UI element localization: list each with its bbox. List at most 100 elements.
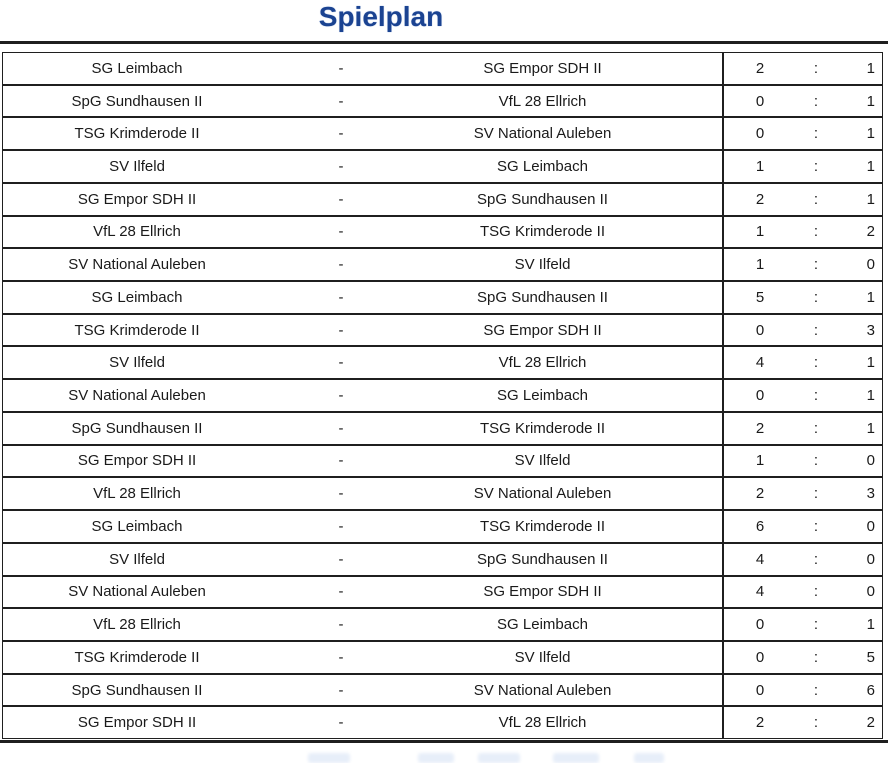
away-team: SV Ilfeld xyxy=(514,256,571,274)
home-team: TSG Krimderode II xyxy=(74,648,200,666)
score-colon: : xyxy=(813,550,819,568)
away-score: 1 xyxy=(866,125,875,143)
away-team: SG Leimbach xyxy=(497,158,588,176)
score-colon: : xyxy=(813,517,819,535)
home-score: 2 xyxy=(722,478,796,510)
score-colon: : xyxy=(813,616,819,634)
away-team: VfL 28 Ellrich xyxy=(498,354,587,372)
vs-dash: - xyxy=(338,59,344,77)
home-team: VfL 28 Ellrich xyxy=(93,616,181,634)
match-row: TSG Krimderode II - SG Empor SDH II 0 : … xyxy=(3,314,882,348)
home-score: 4 xyxy=(722,543,796,575)
spacer-cell xyxy=(674,118,722,149)
away-team: TSG Krimderode II xyxy=(479,517,606,535)
away-team: SG Empor SDH II xyxy=(483,583,602,601)
home-team: SV National Auleben xyxy=(68,583,206,601)
away-team: SV Ilfeld xyxy=(514,452,571,470)
vs-dash: - xyxy=(338,550,344,568)
away-score: 1 xyxy=(866,616,875,634)
spacer-cell xyxy=(674,478,722,509)
away-score: 3 xyxy=(866,321,875,339)
cutoff-text-fragment xyxy=(418,753,454,763)
home-score: 0 xyxy=(722,641,796,673)
cutoff-text-fragment xyxy=(478,753,520,763)
match-row: SG Empor SDH II - VfL 28 Ellrich 2 : 2 xyxy=(3,707,882,739)
vs-dash: - xyxy=(338,223,344,241)
home-score: 0 xyxy=(722,314,796,346)
spacer-cell xyxy=(674,707,722,738)
home-team: SpG Sundhausen II xyxy=(71,92,203,110)
score-colon: : xyxy=(813,321,819,339)
match-row: SpG Sundhausen II - TSG Krimderode II 2 … xyxy=(3,412,882,446)
match-row: SpG Sundhausen II - SV National Auleben … xyxy=(3,674,882,708)
spacer-cell xyxy=(674,347,722,378)
vs-dash: - xyxy=(338,321,344,339)
home-team: TSG Krimderode II xyxy=(74,321,200,339)
home-score: 2 xyxy=(722,53,796,84)
score-colon: : xyxy=(813,288,819,306)
vs-dash: - xyxy=(338,452,344,470)
match-row: SV Ilfeld - SG Leimbach 1 : 1 xyxy=(3,151,882,184)
away-team: SV National Auleben xyxy=(473,125,612,143)
spacer-cell xyxy=(674,577,722,608)
home-score: 1 xyxy=(722,151,796,182)
away-team: SG Empor SDH II xyxy=(483,321,602,339)
home-team: SG Leimbach xyxy=(91,517,183,535)
spacer-cell xyxy=(674,86,722,117)
top-rule-divider xyxy=(0,41,888,44)
spacer-cell xyxy=(674,282,722,313)
score-colon: : xyxy=(813,256,819,274)
score-colon: : xyxy=(813,354,819,372)
vs-dash: - xyxy=(338,648,344,666)
spacer-cell xyxy=(674,151,722,182)
away-score: 1 xyxy=(866,419,875,437)
home-score: 1 xyxy=(722,249,796,281)
home-score: 1 xyxy=(722,216,796,248)
home-team: SG Leimbach xyxy=(91,288,183,306)
spacer-cell xyxy=(674,511,722,542)
match-row: SG Empor SDH II - SV Ilfeld 1 : 0 xyxy=(3,445,882,479)
away-team: SV National Auleben xyxy=(473,681,612,699)
home-team: SV Ilfeld xyxy=(109,354,165,372)
score-colon: : xyxy=(813,387,819,405)
vs-dash: - xyxy=(338,419,344,437)
home-team: VfL 28 Ellrich xyxy=(93,485,181,503)
away-team: SG Leimbach xyxy=(497,387,588,405)
score-colon: : xyxy=(813,714,819,732)
home-team: SpG Sundhausen II xyxy=(71,681,203,699)
match-row: TSG Krimderode II - SV National Auleben … xyxy=(3,118,882,152)
score-colon: : xyxy=(813,583,819,601)
away-team: SpG Sundhausen II xyxy=(477,550,608,568)
match-row: SV Ilfeld - SpG Sundhausen II 4 : 0 xyxy=(3,543,882,577)
match-row: VfL 28 Ellrich - TSG Krimderode II 1 : 2 xyxy=(3,216,882,250)
spacer-cell xyxy=(674,184,722,215)
home-score: 2 xyxy=(722,183,796,215)
vs-dash: - xyxy=(338,158,344,176)
vs-dash: - xyxy=(338,354,344,372)
home-score: 2 xyxy=(722,707,796,739)
home-score: 0 xyxy=(722,609,796,640)
vs-dash: - xyxy=(338,256,344,274)
match-row: TSG Krimderode II - SV Ilfeld 0 : 5 xyxy=(3,641,882,675)
match-row: VfL 28 Ellrich - SV National Auleben 2 :… xyxy=(3,478,882,512)
home-score: 5 xyxy=(722,282,796,313)
match-row: SV Ilfeld - VfL 28 Ellrich 4 : 1 xyxy=(3,347,882,381)
vs-dash: - xyxy=(338,583,344,601)
vs-dash: - xyxy=(338,125,344,143)
home-score: 4 xyxy=(722,576,796,608)
home-team: SG Empor SDH II xyxy=(77,452,197,470)
match-row: SG Leimbach - SpG Sundhausen II 5 : 1 xyxy=(3,282,882,315)
score-colon: : xyxy=(813,452,819,470)
away-score: 2 xyxy=(866,714,875,732)
spacer-cell xyxy=(674,642,722,673)
vs-dash: - xyxy=(338,92,344,110)
match-row: SG Leimbach - TSG Krimderode II 6 : 0 xyxy=(3,511,882,544)
home-score: 0 xyxy=(722,118,796,150)
home-score: 0 xyxy=(722,85,796,117)
vs-dash: - xyxy=(338,616,344,634)
score-colon: : xyxy=(813,223,819,241)
home-team: SG Empor SDH II xyxy=(77,190,197,208)
away-score: 0 xyxy=(866,256,875,274)
spacer-cell xyxy=(674,249,722,280)
